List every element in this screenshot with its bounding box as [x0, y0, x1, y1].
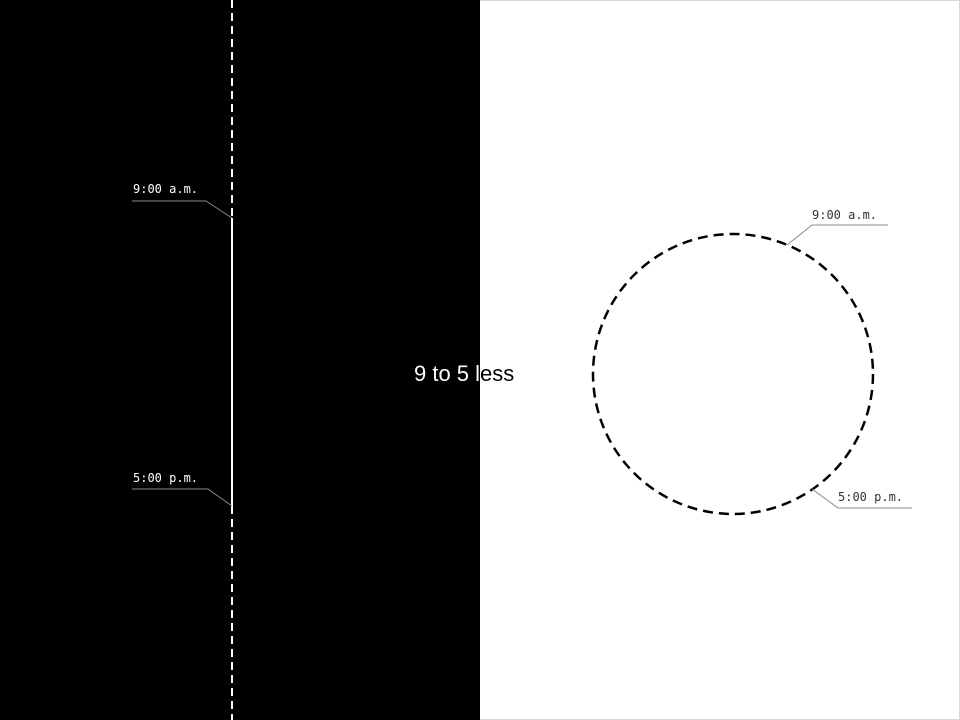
title-right-half: 9 to 5 less	[414, 361, 514, 386]
left-start-leader-line	[132, 200, 233, 219]
left-end-leader-line	[132, 488, 233, 507]
dashed-circle-timeline	[591, 232, 875, 516]
left-panel-linear	[0, 0, 480, 720]
right-start-leader-line	[786, 224, 888, 246]
left-start-label: 9:00 a.m.	[133, 182, 198, 196]
left-end-label: 5:00 p.m.	[133, 471, 198, 485]
right-end-label: 5:00 p.m.	[838, 490, 903, 504]
right-start-label: 9:00 a.m.	[812, 208, 877, 222]
right-end-leader-line	[811, 488, 912, 509]
right-panel-circular	[480, 0, 960, 720]
title-left-half: 9 to 5 less	[414, 361, 514, 386]
